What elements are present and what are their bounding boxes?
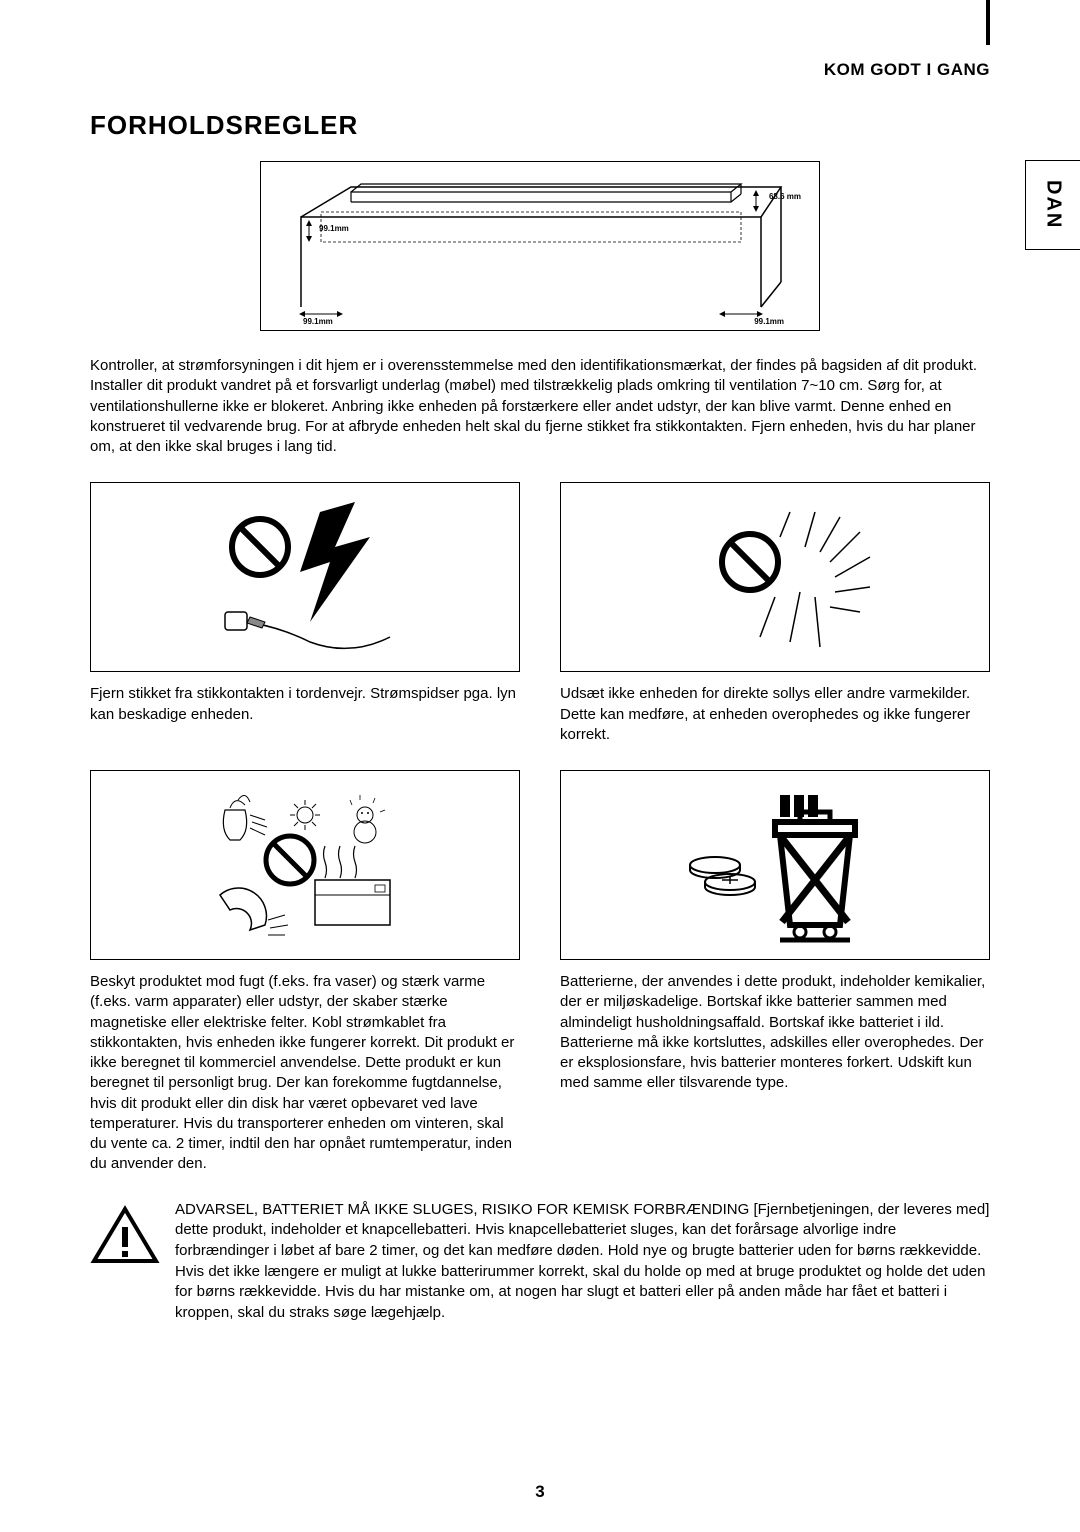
lightning-warning-box — [90, 482, 520, 672]
diagram-svg — [261, 162, 821, 332]
section-header: KOM GODT I GANG — [90, 60, 990, 80]
language-tab: DAN — [1025, 160, 1080, 250]
dim-left-top: 99.1mm — [319, 224, 349, 233]
moisture-warning-box — [90, 770, 520, 960]
battery-caption: Batterierne, der anvendes i dette produk… — [560, 972, 990, 1094]
dim-right-bottom: 99.1mm — [754, 317, 784, 326]
warning-triangle-icon — [90, 1205, 160, 1324]
lightning-icon — [190, 492, 420, 662]
intro-paragraph: Kontroller, at strømforsyningen i dit hj… — [90, 356, 990, 457]
page-number: 3 — [535, 1482, 544, 1502]
sun-icon — [660, 492, 890, 662]
dim-left-bottom: 99.1mm — [303, 317, 333, 326]
installation-diagram: 68.6 mm 99.1mm 99.1mm 99.1mm — [260, 161, 820, 331]
moisture-caption: Beskyt produktet mod fugt (f.eks. fra va… — [90, 972, 520, 1175]
warning-row-1: Fjern stikket fra stikkontakten i torden… — [90, 482, 990, 745]
battery-warning-text: ADVARSEL, BATTERIET MÅ IKKE SLUGES, RISI… — [175, 1200, 990, 1324]
top-border-marker — [986, 0, 990, 45]
sunlight-warning-box — [560, 482, 990, 672]
battery-disposal-box — [560, 770, 990, 960]
sunlight-caption: Udsæt ikke enheden for direkte sollys el… — [560, 684, 990, 745]
lightning-caption: Fjern stikket fra stikkontakten i torden… — [90, 684, 520, 725]
battery-bin-icon — [660, 780, 890, 950]
page-title: FORHOLDSREGLER — [90, 110, 990, 141]
language-tab-label: DAN — [1042, 180, 1065, 229]
dim-top: 68.6 mm — [769, 192, 801, 201]
battery-ingestion-warning: ADVARSEL, BATTERIET MÅ IKKE SLUGES, RISI… — [90, 1200, 990, 1324]
moisture-icon — [190, 780, 420, 950]
warning-row-2: Beskyt produktet mod fugt (f.eks. fra va… — [90, 770, 990, 1175]
